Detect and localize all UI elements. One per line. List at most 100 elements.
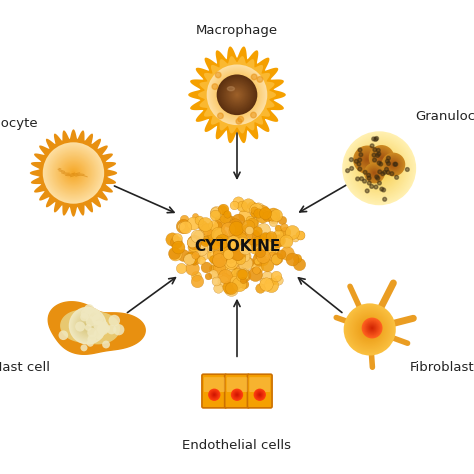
Point xyxy=(234,258,242,265)
Point xyxy=(250,209,257,217)
Circle shape xyxy=(347,307,392,352)
FancyBboxPatch shape xyxy=(202,374,227,408)
Circle shape xyxy=(257,392,263,398)
Point xyxy=(291,234,299,242)
Circle shape xyxy=(76,314,99,337)
Point xyxy=(234,251,242,259)
Point xyxy=(201,220,209,228)
Circle shape xyxy=(107,325,116,334)
Circle shape xyxy=(367,173,371,177)
Point xyxy=(231,277,239,284)
Point xyxy=(237,245,245,253)
Circle shape xyxy=(84,322,91,329)
Point xyxy=(191,255,198,263)
Point xyxy=(272,243,279,251)
Point xyxy=(211,211,219,219)
Point xyxy=(216,231,223,238)
Circle shape xyxy=(378,155,385,161)
Circle shape xyxy=(367,323,377,333)
Point xyxy=(259,208,266,215)
Point xyxy=(267,232,275,240)
Point xyxy=(209,239,217,246)
Circle shape xyxy=(225,82,249,107)
Circle shape xyxy=(73,310,103,341)
Circle shape xyxy=(342,131,416,205)
Circle shape xyxy=(231,89,243,101)
Circle shape xyxy=(220,78,254,112)
Point xyxy=(240,247,248,255)
Point xyxy=(253,251,261,258)
Point xyxy=(252,270,259,277)
Point xyxy=(220,236,228,243)
Point xyxy=(269,252,276,260)
Circle shape xyxy=(367,176,371,180)
Point xyxy=(238,235,246,242)
Point xyxy=(227,267,234,274)
Circle shape xyxy=(348,137,410,200)
Circle shape xyxy=(374,185,378,189)
Circle shape xyxy=(236,393,238,396)
Circle shape xyxy=(361,153,374,166)
Point xyxy=(274,231,282,238)
Point xyxy=(237,236,244,243)
Point xyxy=(248,202,256,210)
Circle shape xyxy=(384,167,388,171)
Point xyxy=(196,216,203,223)
Circle shape xyxy=(70,308,105,343)
Circle shape xyxy=(358,158,362,162)
Circle shape xyxy=(376,153,387,163)
Point xyxy=(253,243,261,251)
Circle shape xyxy=(219,77,255,113)
Point xyxy=(210,227,217,235)
Point xyxy=(234,246,241,254)
Point xyxy=(242,246,250,254)
Point xyxy=(181,223,189,231)
Circle shape xyxy=(102,340,110,348)
Point xyxy=(192,272,200,280)
Point xyxy=(221,253,228,260)
Point xyxy=(232,241,239,248)
Circle shape xyxy=(214,72,260,118)
Point xyxy=(274,276,282,284)
Point xyxy=(248,219,256,227)
Point xyxy=(255,255,263,263)
Circle shape xyxy=(379,155,384,160)
Point xyxy=(199,221,206,228)
Circle shape xyxy=(353,312,387,346)
Circle shape xyxy=(257,392,262,397)
Circle shape xyxy=(364,156,371,164)
Circle shape xyxy=(346,306,393,353)
Point xyxy=(225,274,232,282)
Point xyxy=(189,219,197,227)
Point xyxy=(241,246,248,253)
Point xyxy=(282,228,289,236)
Point xyxy=(214,260,221,267)
Circle shape xyxy=(208,66,266,124)
Circle shape xyxy=(365,157,370,163)
Circle shape xyxy=(87,339,94,347)
Point xyxy=(215,284,222,292)
Circle shape xyxy=(48,147,99,199)
Point xyxy=(269,213,276,220)
Point xyxy=(232,225,240,232)
Circle shape xyxy=(94,329,104,339)
Circle shape xyxy=(55,155,92,191)
Circle shape xyxy=(357,162,361,166)
Circle shape xyxy=(375,151,388,164)
Point xyxy=(240,239,248,247)
Point xyxy=(297,232,304,239)
Circle shape xyxy=(256,391,264,399)
Point xyxy=(239,276,247,284)
Point xyxy=(256,252,264,259)
Circle shape xyxy=(221,79,253,111)
Circle shape xyxy=(56,156,91,190)
Circle shape xyxy=(86,324,89,327)
Point xyxy=(202,226,210,234)
Circle shape xyxy=(49,148,98,198)
Circle shape xyxy=(78,316,98,336)
Circle shape xyxy=(209,67,265,123)
Point xyxy=(210,270,217,278)
Circle shape xyxy=(370,146,393,170)
Circle shape xyxy=(359,153,363,156)
Point xyxy=(225,241,232,249)
